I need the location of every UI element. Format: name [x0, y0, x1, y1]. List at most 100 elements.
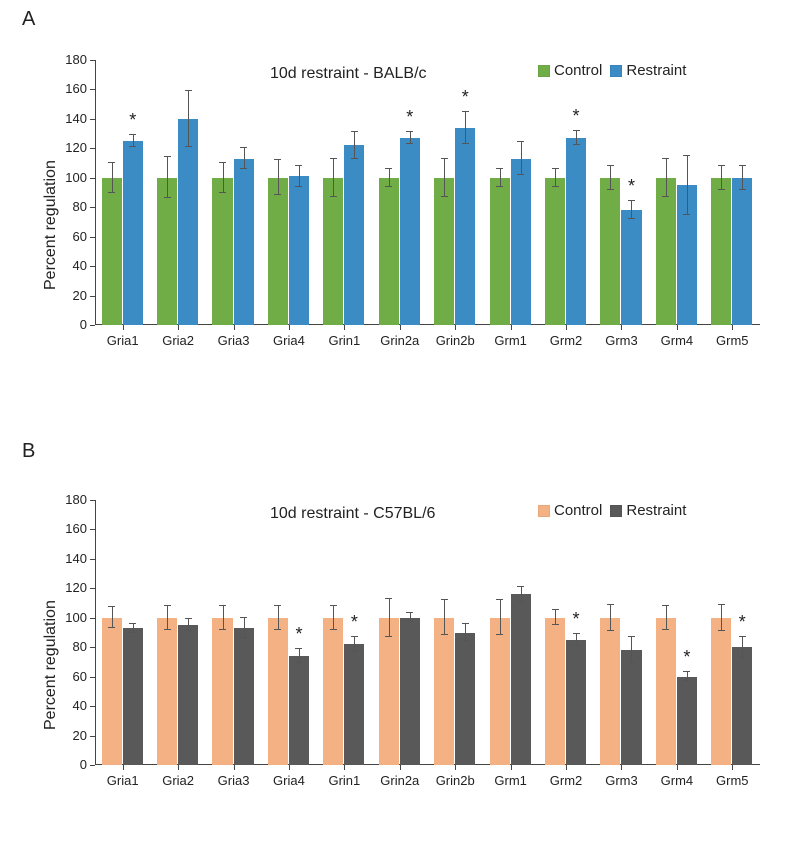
y-tick	[90, 325, 95, 326]
error-cap	[683, 155, 690, 156]
bar	[157, 618, 177, 765]
bar	[677, 677, 697, 765]
error-bar	[244, 618, 245, 639]
error-bar	[278, 606, 279, 630]
error-bar	[576, 131, 577, 146]
error-cap	[496, 168, 503, 169]
bar	[102, 618, 122, 765]
y-tick-label: 80	[57, 199, 87, 214]
error-bar	[167, 157, 168, 198]
y-tick-label: 100	[57, 610, 87, 625]
error-bar	[555, 169, 556, 187]
error-cap	[274, 629, 281, 630]
error-cap	[219, 629, 226, 630]
error-bar	[389, 599, 390, 637]
bar	[545, 178, 565, 325]
error-cap	[351, 158, 358, 159]
x-tick	[400, 765, 401, 770]
error-bar	[244, 148, 245, 169]
x-tick-label: Gria2	[162, 333, 194, 348]
x-tick	[455, 765, 456, 770]
significance-marker: *	[573, 106, 580, 127]
x-tick	[455, 325, 456, 330]
bar	[434, 178, 454, 325]
error-bar	[555, 610, 556, 625]
error-bar	[631, 637, 632, 664]
error-cap	[552, 186, 559, 187]
bar	[656, 178, 676, 325]
error-cap	[164, 605, 171, 606]
x-tick-label: Grm4	[661, 333, 694, 348]
x-tick	[511, 325, 512, 330]
y-tick	[90, 736, 95, 737]
error-cap	[274, 159, 281, 160]
x-tick	[621, 765, 622, 770]
error-cap	[607, 630, 614, 631]
error-cap	[274, 194, 281, 195]
bar	[732, 178, 752, 325]
significance-marker: *	[406, 107, 413, 128]
error-bar	[687, 156, 688, 215]
error-cap	[295, 648, 302, 649]
x-tick	[732, 325, 733, 330]
bar	[490, 178, 510, 325]
x-tick	[344, 325, 345, 330]
bar	[212, 618, 232, 765]
error-cap	[441, 599, 448, 600]
x-tick	[178, 325, 179, 330]
error-cap	[496, 599, 503, 600]
error-cap	[517, 586, 524, 587]
error-bar	[742, 166, 743, 190]
error-cap	[351, 636, 358, 637]
y-tick	[90, 559, 95, 560]
y-tick-label: 60	[57, 669, 87, 684]
error-cap	[662, 605, 669, 606]
y-tick-label: 80	[57, 639, 87, 654]
error-cap	[573, 130, 580, 131]
error-cap	[496, 186, 503, 187]
error-bar	[631, 201, 632, 219]
y-tick-label: 120	[57, 140, 87, 155]
x-tick-label: Gria3	[218, 773, 250, 788]
error-bar	[444, 600, 445, 635]
error-cap	[108, 606, 115, 607]
bar	[511, 594, 531, 765]
error-cap	[718, 604, 725, 605]
error-cap	[718, 189, 725, 190]
bar	[711, 178, 731, 325]
error-bar	[521, 587, 522, 602]
y-axis	[95, 60, 96, 325]
significance-marker: *	[295, 624, 302, 645]
y-tick-label: 100	[57, 170, 87, 185]
significance-marker: *	[628, 176, 635, 197]
x-tick-label: Gria2	[162, 773, 194, 788]
bar	[711, 618, 731, 765]
bar	[344, 644, 364, 765]
significance-marker: *	[129, 110, 136, 131]
error-cap	[441, 196, 448, 197]
error-cap	[219, 162, 226, 163]
y-tick	[90, 588, 95, 589]
bar	[400, 138, 420, 325]
x-tick-label: Grm5	[716, 773, 749, 788]
x-tick	[566, 765, 567, 770]
bar	[123, 141, 143, 325]
x-tick	[677, 325, 678, 330]
y-tick	[90, 207, 95, 208]
bar	[234, 628, 254, 765]
x-tick-label: Grm3	[605, 333, 638, 348]
x-tick-label: Grm1	[494, 333, 527, 348]
x-tick	[566, 325, 567, 330]
y-axis	[95, 500, 96, 765]
bar	[566, 138, 586, 325]
error-cap	[683, 671, 690, 672]
plot-area: *****	[95, 500, 760, 765]
error-cap	[330, 605, 337, 606]
error-cap	[240, 617, 247, 618]
error-cap	[185, 630, 192, 631]
y-tick	[90, 296, 95, 297]
error-cap	[219, 192, 226, 193]
x-tick-label: Gria1	[107, 773, 139, 788]
error-cap	[164, 629, 171, 630]
bar	[178, 625, 198, 765]
